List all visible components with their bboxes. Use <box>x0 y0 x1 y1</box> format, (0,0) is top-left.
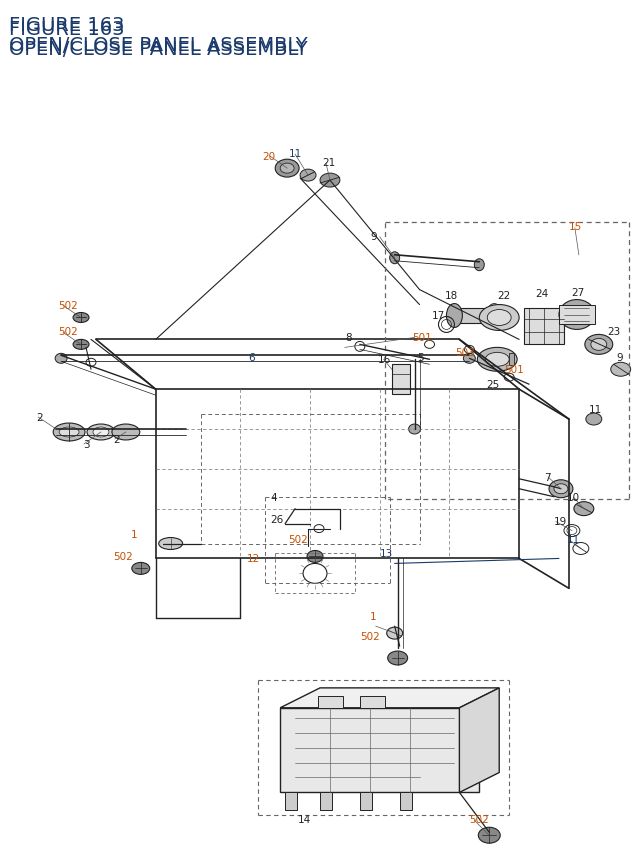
Text: 2: 2 <box>113 435 120 444</box>
Bar <box>559 305 595 325</box>
Ellipse shape <box>478 827 500 843</box>
Ellipse shape <box>275 160 299 178</box>
Text: 4: 4 <box>270 492 277 502</box>
Text: 7: 7 <box>544 472 550 482</box>
Text: 501: 501 <box>413 333 433 343</box>
Ellipse shape <box>447 304 462 328</box>
Ellipse shape <box>388 651 408 666</box>
Text: 502: 502 <box>360 631 380 641</box>
Text: 502: 502 <box>58 300 78 310</box>
Ellipse shape <box>132 563 150 574</box>
Ellipse shape <box>549 480 573 499</box>
Text: 11: 11 <box>589 405 602 415</box>
Text: 11: 11 <box>289 149 302 159</box>
Ellipse shape <box>280 164 294 174</box>
Text: 19: 19 <box>554 516 567 526</box>
Text: FIGURE 163: FIGURE 163 <box>10 15 125 34</box>
Ellipse shape <box>300 170 316 182</box>
Text: 24: 24 <box>535 288 548 298</box>
Ellipse shape <box>479 305 519 331</box>
Ellipse shape <box>611 362 630 377</box>
Ellipse shape <box>59 428 79 437</box>
Text: 1: 1 <box>131 529 138 539</box>
Text: 8: 8 <box>345 333 351 343</box>
Text: 6: 6 <box>248 353 255 362</box>
Text: 9: 9 <box>371 232 377 242</box>
Text: 2: 2 <box>36 412 43 423</box>
Ellipse shape <box>390 252 399 264</box>
Ellipse shape <box>307 551 323 563</box>
Ellipse shape <box>474 259 484 271</box>
Bar <box>399 792 412 810</box>
Ellipse shape <box>463 354 476 364</box>
Text: 15: 15 <box>569 221 582 232</box>
Text: 23: 23 <box>607 327 620 337</box>
Ellipse shape <box>585 335 612 355</box>
Text: FIGURE 163: FIGURE 163 <box>10 20 125 39</box>
Text: 502: 502 <box>113 552 132 561</box>
Text: 17: 17 <box>431 311 445 321</box>
Polygon shape <box>280 688 499 708</box>
Text: 20: 20 <box>262 152 275 162</box>
Text: 5: 5 <box>417 353 424 362</box>
Text: 13: 13 <box>380 548 393 559</box>
Text: 9: 9 <box>617 353 623 362</box>
Ellipse shape <box>591 339 607 351</box>
Ellipse shape <box>112 424 140 441</box>
Ellipse shape <box>93 428 109 437</box>
Text: 26: 26 <box>270 514 284 524</box>
Bar <box>392 365 410 394</box>
Ellipse shape <box>487 310 511 326</box>
Bar <box>320 792 332 810</box>
Text: 1: 1 <box>370 611 376 622</box>
Text: 501: 501 <box>504 365 524 375</box>
Bar <box>454 308 494 324</box>
Text: 12: 12 <box>246 554 260 564</box>
Ellipse shape <box>477 348 517 372</box>
Bar <box>509 354 514 366</box>
Text: OPEN/CLOSE PANEL ASSEMBLY: OPEN/CLOSE PANEL ASSEMBLY <box>10 40 308 59</box>
Ellipse shape <box>554 484 568 494</box>
Ellipse shape <box>159 538 182 550</box>
Bar <box>360 792 372 810</box>
Text: 22: 22 <box>497 290 511 300</box>
Ellipse shape <box>87 424 115 441</box>
Text: 16: 16 <box>378 355 391 365</box>
Ellipse shape <box>567 307 587 324</box>
Ellipse shape <box>73 313 89 323</box>
Text: 502: 502 <box>288 534 308 544</box>
Ellipse shape <box>408 424 420 435</box>
Text: 502: 502 <box>58 327 78 337</box>
Bar <box>280 708 479 792</box>
Polygon shape <box>524 308 564 345</box>
Ellipse shape <box>485 353 509 367</box>
Text: 25: 25 <box>486 380 500 390</box>
Ellipse shape <box>53 424 85 442</box>
Ellipse shape <box>574 502 594 516</box>
Text: 3: 3 <box>83 439 90 449</box>
Text: 14: 14 <box>298 815 311 824</box>
Ellipse shape <box>586 413 602 425</box>
Ellipse shape <box>559 300 595 330</box>
Text: 503: 503 <box>456 348 475 358</box>
Text: 21: 21 <box>322 158 335 168</box>
Ellipse shape <box>320 174 340 188</box>
Text: 502: 502 <box>469 815 489 824</box>
Bar <box>360 696 385 708</box>
Bar <box>318 696 343 708</box>
Text: 10: 10 <box>567 492 580 502</box>
Ellipse shape <box>55 354 67 364</box>
Text: 18: 18 <box>444 290 458 300</box>
Polygon shape <box>460 688 499 792</box>
Ellipse shape <box>387 628 403 640</box>
Ellipse shape <box>73 340 89 350</box>
Bar <box>285 792 297 810</box>
Text: OPEN/CLOSE PANEL ASSEMBLY: OPEN/CLOSE PANEL ASSEMBLY <box>10 35 308 54</box>
Text: 27: 27 <box>571 288 584 297</box>
Ellipse shape <box>486 304 502 328</box>
Text: 11: 11 <box>567 534 580 544</box>
